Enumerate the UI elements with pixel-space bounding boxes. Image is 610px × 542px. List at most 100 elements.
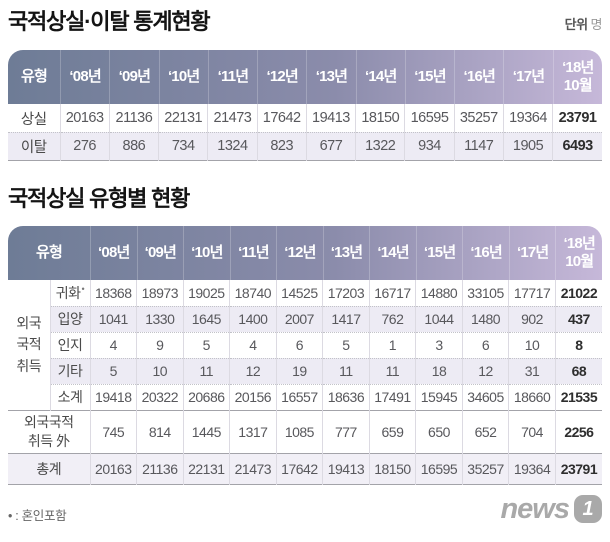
table-cell: 11: [322, 357, 370, 385]
column-header-year: ‘15년: [404, 50, 454, 105]
table-cell: 762: [369, 305, 417, 333]
column-header-year: ‘10년: [158, 50, 208, 105]
footnote-mark-icon: •: [81, 284, 85, 295]
section2-title: 국적상실 유형별 현황: [8, 185, 190, 211]
table-loss-by-type: 유형 ‘08년 ‘09년 ‘10년 ‘11년 ‘12년 ‘13년 ‘14년 ‘15년 ‘16년 ‘1…: [8, 226, 602, 485]
column-header-year: ‘08년: [90, 226, 137, 281]
table-cell: 68: [555, 357, 602, 385]
column-header-year: ‘08년: [60, 50, 109, 105]
row-group-label: 외국 국적 취득: [8, 280, 51, 411]
column-header-year: ‘12년: [257, 50, 306, 105]
table-cell: 22131: [158, 104, 209, 133]
table-cell: 2256: [555, 409, 602, 454]
table-cell: 823: [257, 131, 307, 161]
table-cell: 704: [508, 409, 556, 454]
table-cell: 677: [306, 131, 357, 161]
table-cell: 23791: [555, 452, 602, 485]
table-cell: 902: [508, 305, 556, 333]
table-cell: 18150: [355, 104, 406, 133]
column-header-year: ‘14년: [355, 50, 405, 105]
table-row: 입양 1041 1330 1645 1400 2007 1417 762 1044 1480 902…: [8, 305, 602, 333]
table-cell: 21136: [109, 104, 160, 133]
table-row: 소계 19418 20322 20686 20156 16557 18636 17491 159…: [8, 383, 602, 411]
table-cell: 22131: [183, 452, 231, 485]
row-label: 상실: [8, 104, 61, 133]
news1-logo-badge-icon: 1: [574, 495, 602, 524]
column-header-year: ‘14년: [369, 226, 416, 281]
table-cell: 934: [404, 131, 455, 161]
table-cell: 18973: [136, 280, 184, 307]
table-cell: 11: [369, 357, 417, 385]
table-cell: 8: [555, 331, 602, 359]
table-cell: 1905: [503, 131, 554, 161]
table-cell: 17717: [508, 280, 556, 307]
table-cell: 1322: [355, 131, 406, 161]
table-cell: 650: [415, 409, 463, 454]
column-header-year: ‘09년: [109, 50, 158, 105]
table-body: 외국 국적 취득 귀화• 18368 18973 19025 18740 14525 1720…: [8, 280, 602, 485]
table-cell: 21022: [560, 285, 598, 302]
table-cell: 1330: [136, 305, 184, 333]
table-cell: 1417: [322, 305, 370, 333]
column-header-year: ‘17년: [508, 226, 556, 281]
table-cell: 5: [183, 331, 231, 359]
table-cell: 17203: [322, 280, 370, 307]
table-cell: 19364: [503, 104, 554, 133]
table-cell: 18660: [508, 383, 556, 411]
table-cell: 886: [109, 131, 160, 161]
column-header-year: ‘10년: [183, 226, 230, 281]
table-cell: 35257: [454, 104, 504, 133]
table-cell: 19418: [90, 383, 138, 411]
column-header-year: ‘16년: [462, 226, 509, 281]
table-cell: 19413: [306, 104, 357, 133]
table-cell: 17642: [257, 104, 307, 133]
footnote: • : 혼인포함: [8, 508, 67, 523]
table-cell: 31: [508, 357, 556, 385]
unit-prefix: 단위: [564, 17, 588, 33]
table-cell: 1: [369, 331, 417, 359]
table-cell: 16595: [404, 104, 455, 133]
table-cell: 10: [508, 331, 556, 359]
table-cell: 5: [322, 331, 370, 359]
table-cell: 17642: [276, 452, 324, 485]
table-cell: 18368: [90, 280, 138, 307]
column-header-year: ‘18년 10월: [552, 50, 602, 105]
table-cell: 777: [322, 409, 370, 454]
table-cell: 18: [415, 357, 463, 385]
table-cell: 6493: [552, 131, 602, 161]
table-cell: 33105: [462, 280, 510, 307]
column-header-year: ‘16년: [454, 50, 503, 105]
table-cell: 9: [136, 331, 184, 359]
table-cell: 20322: [136, 383, 184, 411]
table-cell: 34605: [462, 383, 510, 411]
column-header-type: 유형: [20, 68, 48, 86]
column-header-year: ‘12년: [276, 226, 323, 281]
table-cell: 1324: [207, 131, 258, 161]
table-cell: 1041: [90, 305, 138, 333]
table-cell: 16557: [276, 383, 324, 411]
table-cell: 16595: [415, 452, 463, 485]
row-label: 소계: [50, 383, 91, 411]
column-header-year: ‘17년: [503, 50, 552, 105]
table-cell: 21136: [136, 452, 184, 485]
column-header-type: 유형: [35, 244, 63, 262]
table-cell: 19: [276, 357, 324, 385]
table-cell: 11: [183, 357, 231, 385]
table-cell: 4: [229, 331, 277, 359]
table-cell: 23791: [558, 110, 597, 127]
table-cell: 1147: [454, 131, 504, 161]
table-cell: 14880: [415, 280, 463, 307]
unit-value: 명: [590, 17, 603, 33]
table-cell: 4: [90, 331, 138, 359]
section1-title: 국적상실·이탈 통계현황: [8, 9, 211, 34]
table-cell: 659: [369, 409, 417, 454]
table-cell: 1044: [415, 305, 463, 333]
table-cell: 6: [276, 331, 324, 359]
table-cell: 19025: [183, 280, 231, 307]
table-cell: 5: [90, 357, 138, 385]
table-cell: 652: [462, 409, 510, 454]
table-cell: 745: [90, 409, 138, 454]
row-label: 총계: [8, 452, 91, 485]
table-cell: 1645: [183, 305, 231, 333]
